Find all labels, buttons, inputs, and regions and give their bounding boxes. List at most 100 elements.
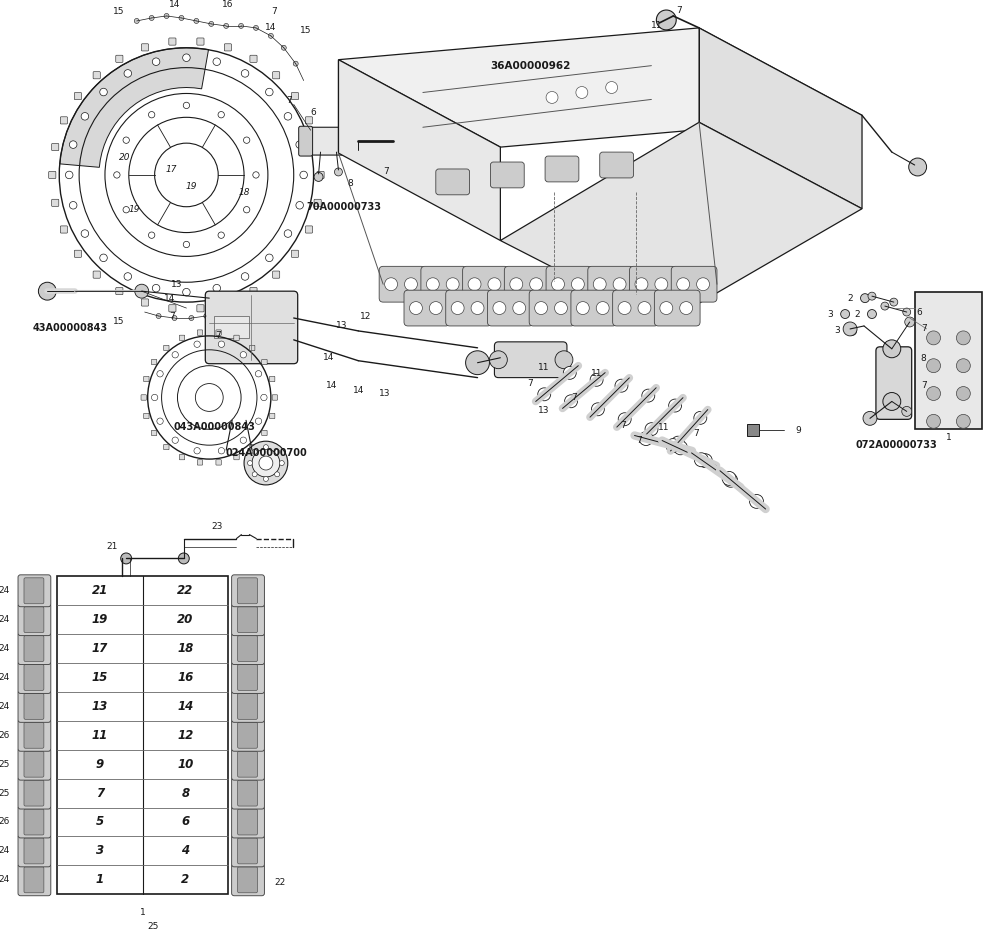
Circle shape [164, 13, 169, 19]
Circle shape [248, 460, 252, 466]
FancyBboxPatch shape [197, 38, 204, 45]
Text: 024A00000700: 024A00000700 [225, 448, 307, 459]
FancyBboxPatch shape [197, 305, 204, 312]
FancyBboxPatch shape [404, 290, 450, 326]
Circle shape [183, 103, 190, 108]
FancyBboxPatch shape [747, 424, 759, 436]
Text: 15: 15 [113, 7, 125, 16]
Text: 7: 7 [621, 421, 626, 430]
FancyBboxPatch shape [24, 838, 44, 864]
Circle shape [244, 441, 288, 485]
Text: 7: 7 [96, 787, 104, 800]
Text: 6: 6 [181, 816, 189, 829]
Circle shape [530, 278, 543, 291]
FancyBboxPatch shape [18, 835, 51, 867]
Text: 3: 3 [96, 844, 104, 857]
Circle shape [863, 411, 877, 425]
FancyBboxPatch shape [169, 305, 176, 312]
FancyBboxPatch shape [216, 459, 221, 465]
Circle shape [677, 278, 690, 291]
Circle shape [255, 371, 262, 377]
Text: 18: 18 [238, 188, 250, 198]
Text: 70A00000733: 70A00000733 [306, 201, 381, 212]
FancyBboxPatch shape [314, 144, 321, 151]
FancyBboxPatch shape [250, 55, 257, 62]
Text: 14: 14 [265, 23, 277, 33]
Text: 25: 25 [147, 922, 158, 930]
Text: 11: 11 [92, 729, 108, 742]
FancyBboxPatch shape [18, 691, 51, 722]
FancyBboxPatch shape [305, 226, 313, 233]
FancyBboxPatch shape [232, 806, 264, 838]
Circle shape [669, 399, 682, 412]
Polygon shape [338, 60, 500, 240]
FancyBboxPatch shape [262, 360, 267, 364]
Circle shape [493, 302, 506, 314]
Polygon shape [60, 48, 209, 168]
Text: 9: 9 [96, 758, 104, 771]
FancyBboxPatch shape [24, 693, 44, 720]
Circle shape [956, 387, 970, 401]
FancyBboxPatch shape [654, 290, 700, 326]
Circle shape [905, 317, 915, 327]
FancyBboxPatch shape [18, 575, 51, 607]
Circle shape [114, 171, 120, 178]
FancyBboxPatch shape [232, 835, 264, 867]
Circle shape [841, 309, 850, 319]
FancyBboxPatch shape [179, 336, 185, 340]
Circle shape [124, 70, 132, 77]
Circle shape [213, 284, 221, 292]
Text: 2: 2 [854, 309, 860, 319]
Text: 21: 21 [92, 584, 108, 597]
Text: 19: 19 [129, 205, 141, 214]
Circle shape [618, 302, 631, 314]
Circle shape [488, 278, 501, 291]
FancyBboxPatch shape [18, 633, 51, 665]
Circle shape [956, 359, 970, 373]
Circle shape [253, 25, 258, 31]
FancyBboxPatch shape [24, 665, 44, 691]
Circle shape [148, 112, 155, 117]
FancyBboxPatch shape [216, 330, 221, 336]
Text: 12: 12 [360, 311, 371, 321]
FancyBboxPatch shape [141, 299, 149, 306]
FancyBboxPatch shape [197, 459, 203, 465]
Circle shape [591, 403, 604, 416]
FancyBboxPatch shape [52, 199, 59, 206]
Circle shape [81, 113, 89, 120]
FancyBboxPatch shape [305, 116, 313, 124]
FancyBboxPatch shape [205, 291, 298, 363]
Text: 11: 11 [651, 21, 662, 31]
Circle shape [635, 278, 648, 291]
Text: 15: 15 [92, 671, 108, 684]
Circle shape [451, 302, 464, 314]
Circle shape [157, 418, 163, 424]
FancyBboxPatch shape [238, 665, 257, 691]
FancyBboxPatch shape [571, 290, 617, 326]
FancyBboxPatch shape [141, 44, 149, 51]
Text: 15: 15 [300, 26, 311, 35]
Circle shape [576, 302, 589, 314]
Circle shape [151, 394, 158, 401]
Text: 7: 7 [571, 393, 577, 402]
Text: 8: 8 [347, 179, 353, 188]
FancyBboxPatch shape [250, 345, 255, 350]
Text: 3: 3 [827, 309, 833, 319]
Circle shape [927, 331, 941, 345]
Circle shape [466, 350, 489, 375]
Text: 19: 19 [92, 613, 108, 626]
FancyBboxPatch shape [238, 722, 257, 748]
Circle shape [510, 278, 523, 291]
Circle shape [674, 441, 688, 455]
Text: 24: 24 [0, 702, 9, 711]
Circle shape [883, 340, 901, 358]
Text: 11: 11 [658, 423, 669, 432]
Circle shape [100, 254, 107, 262]
FancyBboxPatch shape [232, 864, 264, 896]
Circle shape [284, 230, 292, 238]
FancyBboxPatch shape [545, 156, 579, 182]
Circle shape [281, 46, 286, 50]
Text: 13: 13 [92, 700, 108, 713]
Polygon shape [500, 122, 862, 324]
FancyBboxPatch shape [317, 171, 324, 179]
